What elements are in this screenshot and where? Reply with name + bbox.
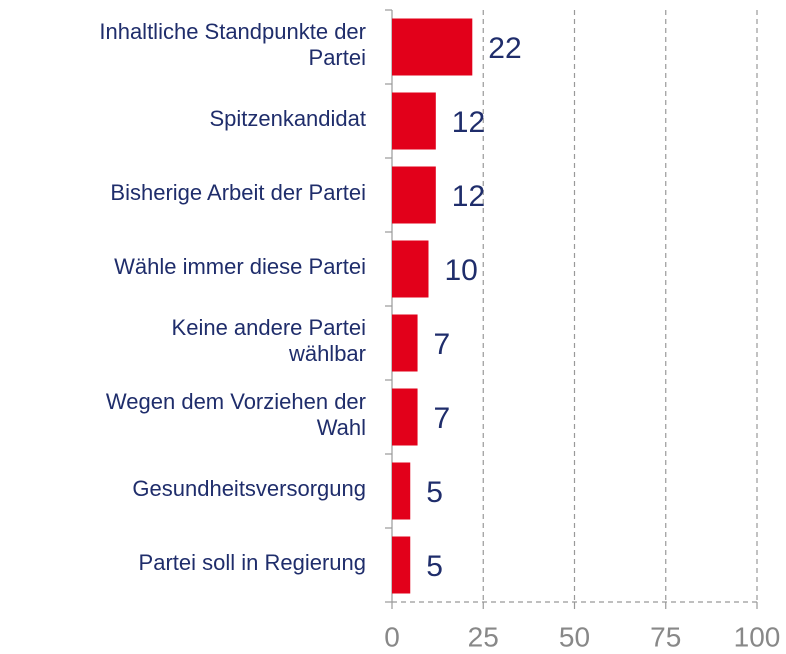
- x-tick-label: 75: [650, 621, 681, 652]
- value-label: 10: [445, 254, 478, 287]
- category-label: Inhaltliche Standpunkte der Partei: [99, 19, 366, 70]
- value-label: 7: [434, 328, 451, 361]
- value-label: 5: [426, 476, 443, 509]
- value-label: 5: [426, 550, 443, 583]
- category-label: Bisherige Arbeit der Partei: [110, 180, 366, 205]
- value-label: 12: [452, 180, 485, 213]
- x-tick-label: 0: [384, 621, 400, 652]
- value-label: 22: [488, 32, 521, 65]
- category-label: Spitzenkandidat: [209, 106, 366, 131]
- bar: [392, 462, 411, 520]
- bar: [392, 314, 418, 372]
- category-label: Partei soll in Regierung: [138, 550, 366, 575]
- bar: [392, 388, 418, 446]
- bar: [392, 166, 436, 224]
- bar: [392, 18, 473, 76]
- category-label: Wegen dem Vorziehen der Wahl: [105, 389, 366, 440]
- category-label: Gesundheitsversorgung: [132, 476, 366, 501]
- x-tick-label: 25: [468, 621, 499, 652]
- category-label: Keine andere Partei wählbar: [171, 315, 366, 366]
- value-label: 12: [452, 106, 485, 139]
- x-tick-label: 100: [734, 621, 781, 652]
- category-label: Wähle immer diese Partei: [114, 254, 366, 279]
- bar: [392, 240, 429, 298]
- value-label: 7: [434, 402, 451, 435]
- bar: [392, 536, 411, 594]
- bar: [392, 92, 436, 150]
- x-tick-label: 50: [559, 621, 590, 652]
